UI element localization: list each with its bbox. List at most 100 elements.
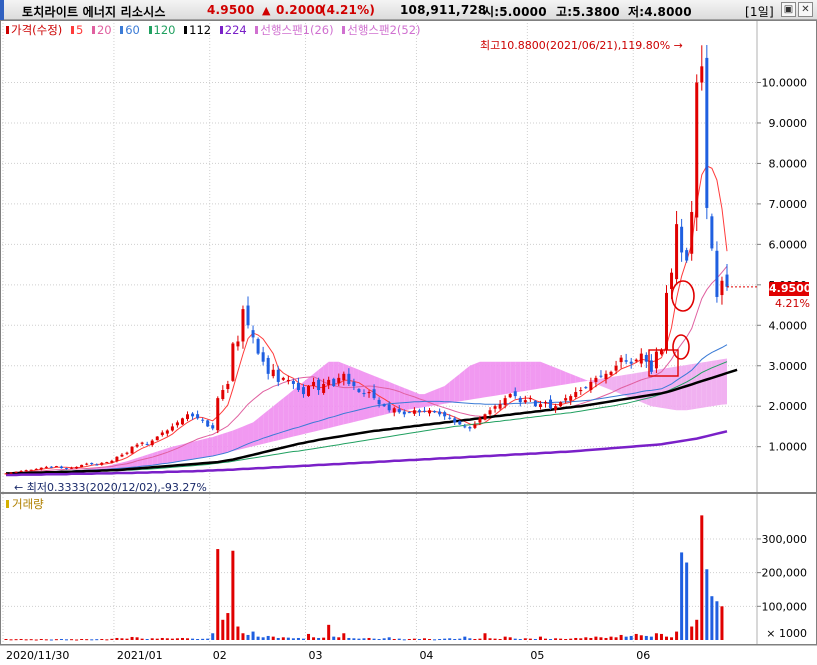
candle-body (206, 420, 210, 427)
volume-bar (690, 626, 694, 640)
volume-bar (443, 638, 447, 640)
candle-body (362, 393, 366, 395)
price-change: 0.2000 (276, 3, 324, 17)
ichimoku-cloud-segment (353, 367, 359, 422)
candle-body (559, 402, 563, 407)
candle-body (231, 343, 235, 381)
ma-line-20 (5, 265, 728, 474)
volume-bar (382, 638, 386, 640)
legend-span2[interactable]: 선행스팬2(52) (342, 22, 421, 38)
volume-bar (261, 637, 265, 640)
legend-marker (148, 26, 152, 34)
ichimoku-cloud-segment (263, 410, 269, 444)
volume-bar (312, 637, 316, 640)
ichimoku-cloud-segment (207, 436, 213, 457)
volume-bar (9, 639, 13, 641)
volume-bar (130, 636, 134, 640)
volume-bar (604, 637, 608, 640)
volume-bar (473, 638, 477, 640)
legend-ma120[interactable]: 120 (148, 23, 175, 37)
candle-body (422, 410, 426, 412)
ichimoku-cloud-segment (212, 435, 218, 456)
candle-body (654, 351, 658, 369)
candle-body (19, 470, 23, 472)
ichimoku-cloud-segment (656, 368, 662, 408)
volume-bar (614, 637, 618, 640)
volume-bar (589, 637, 593, 640)
ichimoku-cloud-segment (716, 359, 722, 406)
volume-bar (175, 638, 179, 640)
candle-body (175, 422, 179, 426)
ichimoku-cloud-segment (197, 439, 203, 459)
volume-bar (417, 638, 421, 640)
candle-body (619, 357, 623, 363)
volume-bar (629, 635, 633, 640)
volume-bar (695, 619, 699, 640)
restore-button[interactable]: ▣ (781, 2, 796, 17)
candle-body (543, 402, 547, 404)
legend-ma60[interactable]: 60 (120, 23, 140, 37)
candle-body (402, 411, 406, 415)
legend-ma20[interactable]: 20 (91, 23, 112, 37)
ichimoku-cloud-segment (202, 438, 208, 458)
volume-bar (468, 638, 472, 640)
volume-bar (201, 638, 205, 640)
volume-bar (518, 638, 522, 640)
volume-bar (478, 638, 482, 640)
ichimoku-cloud-segment (283, 394, 289, 439)
candle-body (95, 464, 99, 466)
candle-body (75, 466, 79, 469)
ichimoku-cloud-segment (217, 433, 223, 455)
x-tick-label: 02 (213, 649, 227, 662)
volume-bar (599, 637, 603, 640)
close-button[interactable]: ✕ (798, 2, 813, 17)
ichimoku-cloud-segment (706, 360, 712, 408)
volume-bar (538, 636, 542, 640)
volume-bar (54, 639, 58, 641)
legend-span1[interactable]: 선행스팬1(26) (255, 22, 334, 38)
legend-ma5[interactable]: 5 (70, 23, 83, 37)
legend-ma224[interactable]: 224 (219, 23, 247, 37)
volume-bar (609, 636, 613, 640)
volume-bar (155, 638, 159, 640)
ichimoku-cloud-segment (157, 449, 163, 465)
candle-body (44, 466, 48, 468)
ichimoku-cloud-segment (434, 388, 440, 406)
candle-body (538, 404, 542, 408)
volume-bar (286, 637, 290, 640)
volume-bar (367, 637, 371, 640)
candle-body (276, 369, 280, 382)
volume-bar (579, 638, 583, 640)
candle-body (604, 373, 608, 380)
legend-marker (219, 26, 223, 34)
ichimoku-cloud-segment (147, 453, 153, 467)
volume-bar (574, 637, 578, 640)
ichimoku-cloud-segment (621, 374, 627, 397)
candle-body (211, 425, 215, 429)
volume-bar (307, 633, 311, 640)
title-bar: 토치라이트 에너지 리소시스 4.9500 ▲ 0.2000 (4.21%) 1… (0, 0, 817, 20)
volume-tick-label: 100,000 (762, 600, 808, 613)
volume-bar (493, 638, 497, 640)
ichimoku-cloud-segment (404, 388, 410, 411)
candle-body (609, 371, 613, 375)
volume-bar (196, 638, 200, 640)
ichimoku-cloud-segment (328, 361, 334, 429)
candle-body (483, 414, 487, 420)
volume-bar (180, 637, 184, 640)
candle-body (65, 468, 69, 470)
volume-bar (236, 626, 240, 640)
candle-body (639, 353, 643, 364)
legend-price[interactable]: 가격(수정) (6, 22, 62, 38)
candle-body (191, 413, 195, 417)
candle-body (110, 460, 114, 463)
legend-ma112[interactable]: 112 (184, 23, 211, 37)
volume-bar (211, 633, 215, 640)
ichimoku-cloud-segment (479, 361, 485, 399)
legend-marker (184, 26, 188, 34)
ichimoku-cloud-segment (696, 362, 702, 409)
ichimoku-cloud-segment (631, 373, 637, 401)
period-selector[interactable]: [1일] (745, 5, 774, 19)
candle-body (145, 443, 149, 445)
